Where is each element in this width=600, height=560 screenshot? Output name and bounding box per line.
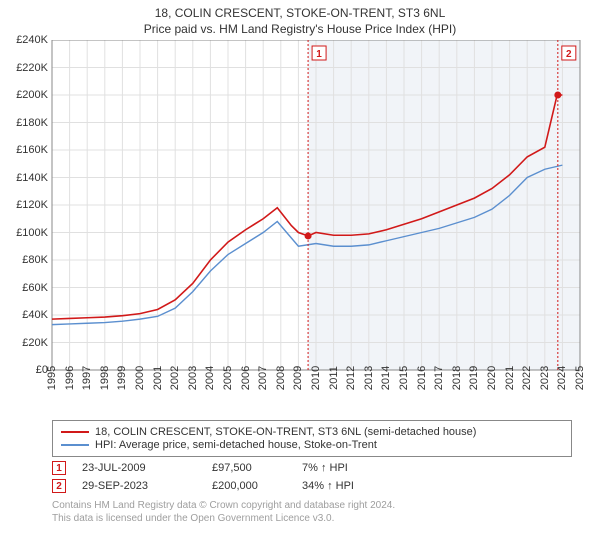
x-tick-label: 2011	[328, 366, 340, 390]
chart-subtitle: Price paid vs. HM Land Registry's House …	[0, 22, 600, 36]
x-tick-label: 1999	[116, 366, 128, 390]
legend-swatch	[61, 444, 89, 446]
y-tick-label: £0	[2, 364, 48, 376]
svg-text:1: 1	[316, 49, 322, 60]
x-tick-label: 2013	[363, 366, 375, 390]
legend-label: 18, COLIN CRESCENT, STOKE-ON-TRENT, ST3 …	[95, 426, 476, 438]
y-tick-label: £80K	[2, 254, 48, 266]
x-tick-label: 2007	[257, 366, 269, 390]
x-tick-label: 1998	[99, 366, 111, 390]
x-tick-label: 2022	[521, 366, 533, 390]
sale-date: 29-SEP-2023	[82, 480, 212, 492]
sale-event-row: 2 29-SEP-2023£200,00034% ↑ HPI	[52, 479, 600, 493]
x-tick-label: 2021	[504, 366, 516, 390]
x-tick-label: 2017	[433, 366, 445, 390]
x-tick-label: 2025	[574, 366, 586, 390]
x-tick-label: 1996	[64, 366, 76, 390]
y-tick-label: £100K	[2, 227, 48, 239]
x-tick-label: 2001	[152, 366, 164, 390]
x-tick-label: 2019	[468, 366, 480, 390]
legend-item: HPI: Average price, semi-detached house,…	[61, 439, 563, 451]
x-tick-label: 2018	[451, 366, 463, 390]
legend-item: 18, COLIN CRESCENT, STOKE-ON-TRENT, ST3 …	[61, 426, 563, 438]
x-tick-label: 2003	[187, 366, 199, 390]
y-tick-label: £40K	[2, 309, 48, 321]
x-tick-label: 1995	[46, 366, 58, 390]
y-tick-label: £160K	[2, 144, 48, 156]
x-tick-label: 2014	[380, 366, 392, 390]
y-tick-label: £60K	[2, 282, 48, 294]
x-tick-label: 2023	[539, 366, 551, 390]
credit-line-2: This data is licensed under the Open Gov…	[52, 512, 572, 525]
credit-line-1: Contains HM Land Registry data © Crown c…	[52, 499, 572, 512]
price-vs-hpi-chart: 1 2 £0 £20K £40K £60K £80K £100K £120K £140K £160K…	[0, 40, 600, 414]
sale-date: 23-JUL-2009	[82, 462, 212, 474]
sale-price: £97,500	[212, 462, 302, 474]
x-tick-label: 2020	[486, 366, 498, 390]
y-tick-label: £220K	[2, 62, 48, 74]
x-tick-label: 2024	[556, 366, 568, 390]
sale-marker-badge: 2	[52, 479, 66, 493]
x-tick-label: 2012	[345, 366, 357, 390]
legend-label: HPI: Average price, semi-detached house,…	[95, 439, 377, 451]
x-tick-label: 2006	[240, 366, 252, 390]
x-tick-label: 1997	[81, 366, 93, 390]
y-tick-label: £180K	[2, 117, 48, 129]
svg-text:2: 2	[566, 49, 572, 60]
y-tick-label: £120K	[2, 199, 48, 211]
x-tick-label: 2004	[204, 366, 216, 390]
chart-legend: 18, COLIN CRESCENT, STOKE-ON-TRENT, ST3 …	[52, 420, 572, 457]
x-tick-label: 2016	[416, 366, 428, 390]
sale-hpi-diff: 34% ↑ HPI	[302, 480, 402, 492]
x-tick-label: 2009	[292, 366, 304, 390]
sale-price: £200,000	[212, 480, 302, 492]
legend-swatch	[61, 431, 89, 433]
chart-title-address: 18, COLIN CRESCENT, STOKE-ON-TRENT, ST3 …	[0, 6, 600, 20]
x-tick-label: 2015	[398, 366, 410, 390]
y-tick-label: £20K	[2, 337, 48, 349]
x-tick-label: 2008	[275, 366, 287, 390]
sale-event-row: 1 23-JUL-2009£97,5007% ↑ HPI	[52, 461, 600, 475]
x-tick-label: 2010	[310, 366, 322, 390]
x-tick-label: 2005	[222, 366, 234, 390]
x-tick-label: 2000	[134, 366, 146, 390]
data-credit: Contains HM Land Registry data © Crown c…	[52, 499, 572, 525]
sale-marker-badge: 1	[52, 461, 66, 475]
y-tick-label: £140K	[2, 172, 48, 184]
sale-hpi-diff: 7% ↑ HPI	[302, 462, 402, 474]
x-tick-label: 2002	[169, 366, 181, 390]
y-tick-label: £240K	[2, 34, 48, 46]
y-tick-label: £200K	[2, 89, 48, 101]
sale-events-list: 1 23-JUL-2009£97,5007% ↑ HPI 2 29-SEP-2023£…	[0, 461, 600, 493]
